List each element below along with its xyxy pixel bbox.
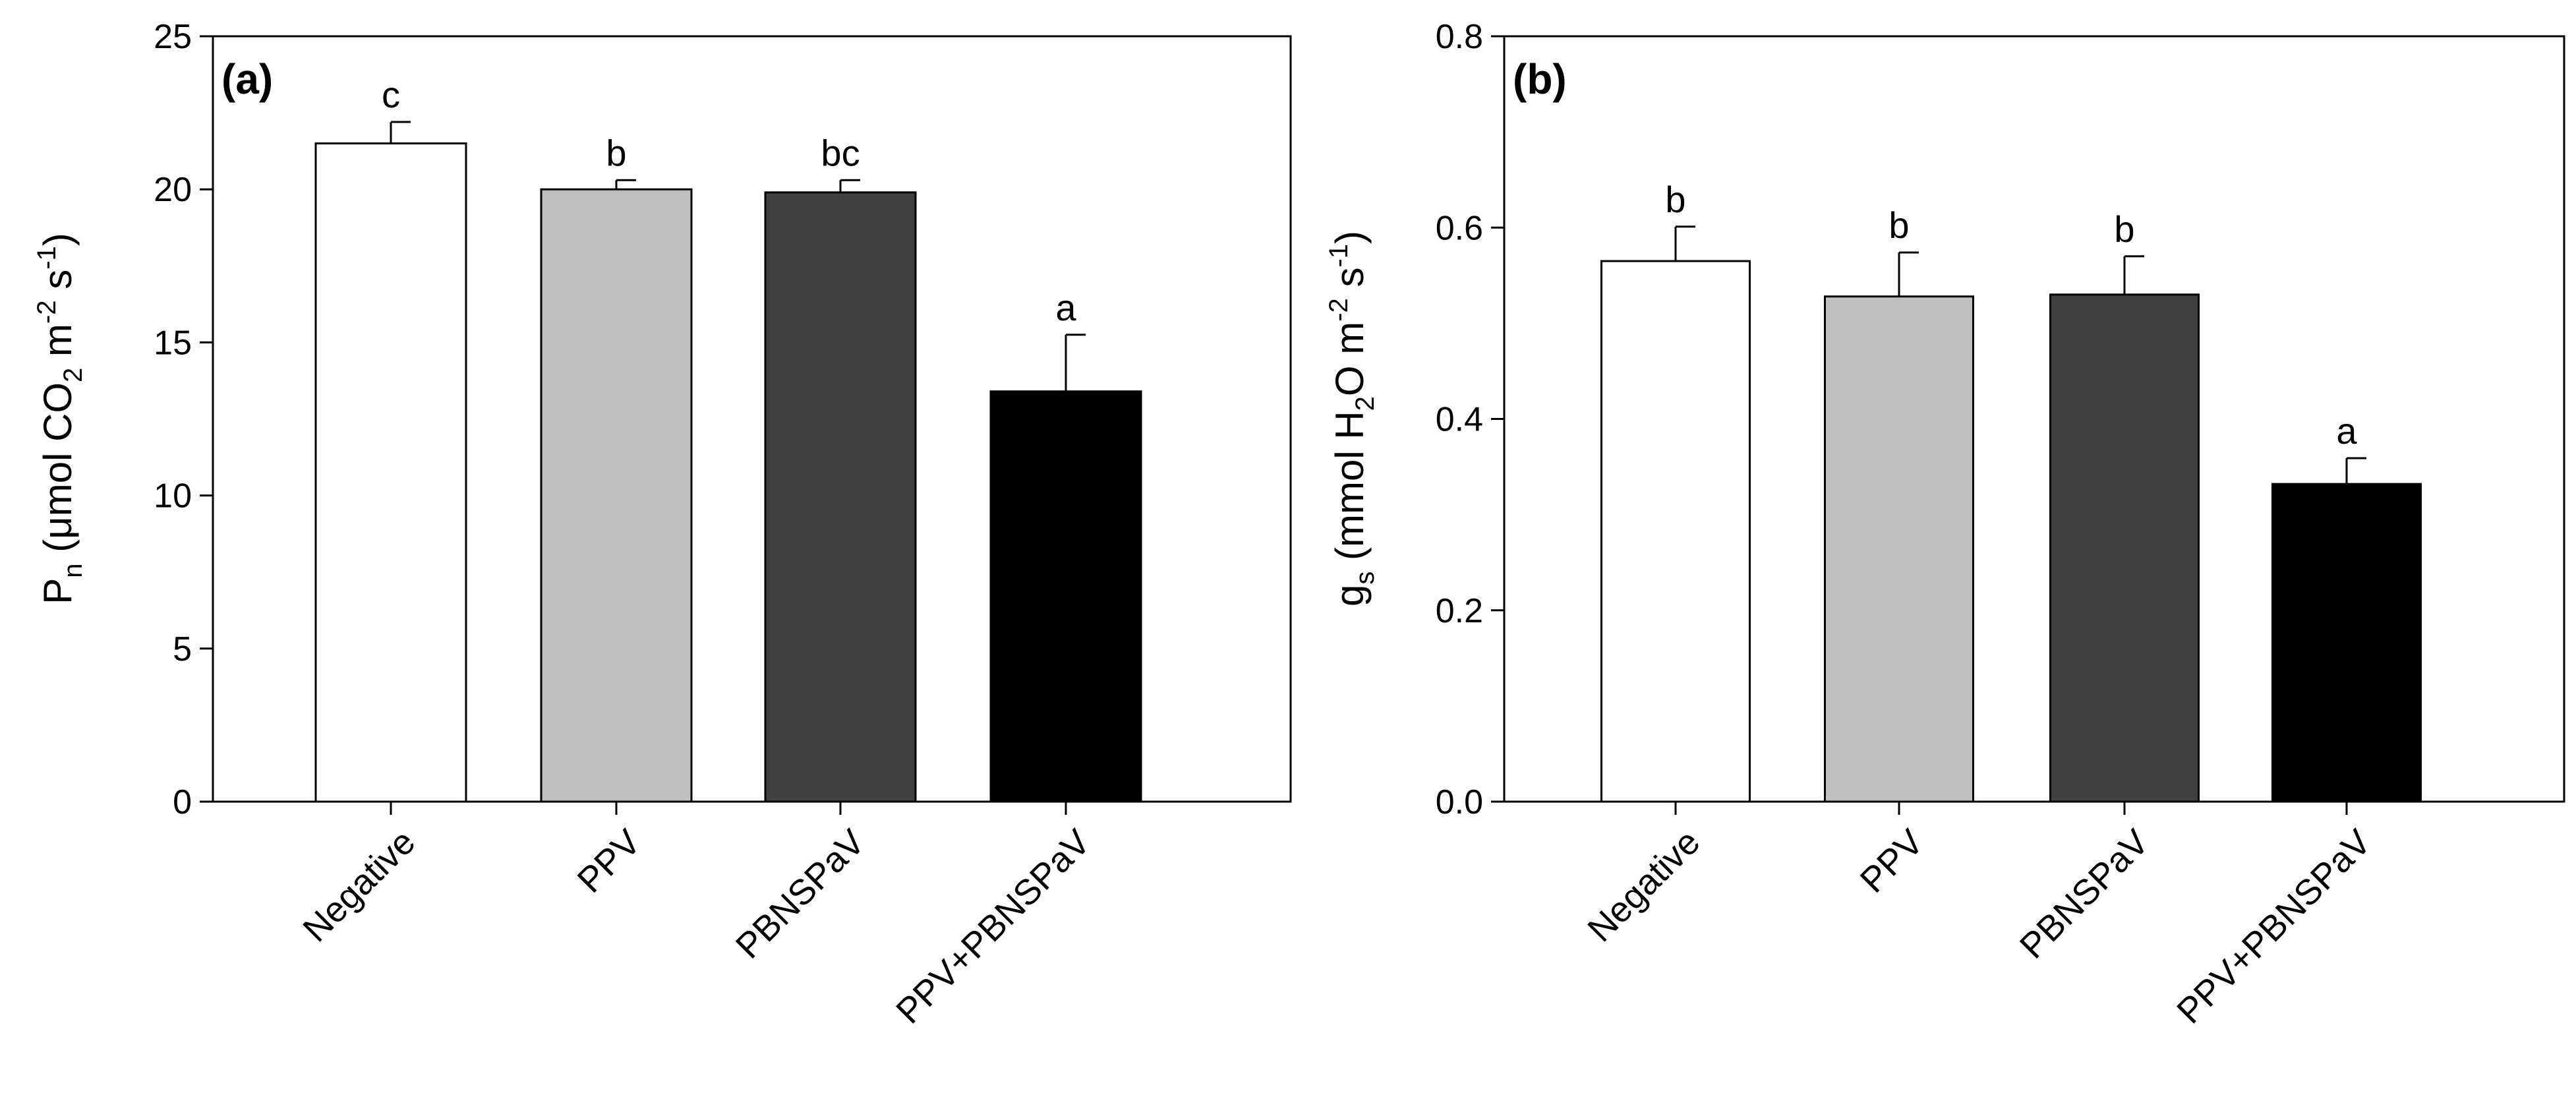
y-label-sup: -2 (1324, 298, 1353, 322)
y-label-sup: -1 (1324, 244, 1353, 268)
x-tick-label: Negative (1580, 822, 1707, 949)
significance-letter: bc (821, 132, 860, 173)
panel-b: (b) gs (mmol H2O m-2 s-1) 0.00.20.40.60.… (1324, 18, 2565, 1031)
y-label-sub: n (59, 564, 88, 578)
bar (2049, 293, 2200, 803)
y-tick-label: 10 (154, 477, 192, 516)
bar (1824, 295, 1974, 803)
y-axis-label: gs (mmol H2O m-2 s-1) (1324, 231, 1380, 607)
y-label-sub: 2 (59, 368, 88, 382)
y-axis-label: Pn (μmol CO2 m-2 s-1) (32, 233, 88, 605)
x-tick-label: PBNSPaV (2012, 822, 2157, 966)
y-label-symbol: g (1328, 585, 1372, 607)
y-label-unit: s (36, 270, 80, 301)
y-label-sup: -1 (32, 246, 61, 270)
significance-letter: b (1665, 179, 1685, 220)
x-tick-label: PPV+PBNSPaV (889, 822, 1098, 1031)
x-tick-label: Negative (295, 822, 423, 949)
y-label-unit: O m (1328, 322, 1372, 396)
x-tick-label: PPV+PBNSPaV (2169, 822, 2378, 1031)
y-tick-label: 0.0 (1436, 783, 1483, 821)
y-tick-label: 25 (154, 18, 192, 56)
x-tick-label: PBNSPaV (728, 822, 873, 966)
bar (1600, 260, 1751, 803)
y-tick-label: 0.6 (1436, 209, 1483, 247)
y-label-sub: s (1351, 572, 1380, 585)
x-tick-label: PPV (570, 822, 649, 901)
panel-label: (b) (1513, 55, 1567, 103)
y-label-unit: (μmol CO (36, 382, 80, 564)
bar (314, 142, 467, 803)
y-label-unit: (mmol H (1328, 411, 1372, 571)
significance-letter: b (2114, 208, 2134, 250)
bar (540, 188, 693, 803)
y-tick-label: 0.2 (1436, 592, 1483, 630)
significance-letter: c (382, 74, 400, 115)
y-tick-label: 0.8 (1436, 18, 1483, 56)
panel-a: (a) Pn (μmol CO2 m-2 s-1) 0 5 10 15 20 25 c Neg… (32, 18, 1292, 1031)
y-label-sub: 2 (1351, 396, 1380, 411)
y-tick-label: 15 (154, 324, 192, 362)
bar (989, 390, 1142, 803)
y-label-sup: -2 (32, 300, 61, 324)
y-tick-label: 0.4 (1436, 401, 1483, 439)
y-label-symbol: P (36, 578, 80, 605)
x-tick-label: PPV (1853, 822, 1931, 901)
significance-letter: b (606, 132, 626, 173)
significance-letter: b (1888, 204, 1909, 246)
significance-letter: a (2336, 410, 2357, 452)
y-tick-label: 5 (173, 630, 192, 668)
bar (764, 191, 917, 803)
bar (2271, 483, 2422, 803)
panel-label: (a) (221, 55, 273, 103)
y-label-unit: ) (36, 233, 80, 246)
y-tick-label: 0 (173, 783, 192, 821)
y-label-unit: m (36, 324, 80, 368)
plot-frame (212, 35, 1292, 803)
significance-letter: a (1055, 287, 1076, 328)
y-label-unit: ) (1328, 231, 1372, 244)
y-tick-label: 20 (154, 171, 192, 209)
y-label-unit: s (1328, 268, 1372, 299)
